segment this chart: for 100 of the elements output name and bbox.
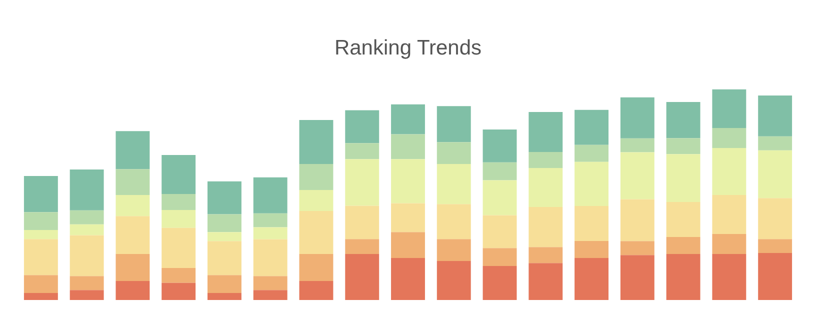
bar: [253, 239, 288, 276]
bar: [574, 162, 609, 206]
bar: [574, 144, 609, 162]
bar: [253, 276, 288, 290]
bar: [528, 112, 563, 152]
bar: [528, 168, 563, 208]
bar: [574, 240, 609, 258]
bar: [70, 170, 104, 210]
bar: [666, 154, 700, 202]
bar: [345, 239, 380, 254]
bar: [24, 293, 58, 300]
bar: [70, 224, 104, 236]
bar: [436, 164, 471, 204]
bar: [299, 281, 334, 300]
bar: [758, 239, 792, 253]
bar: [299, 164, 334, 190]
bar: [299, 254, 334, 282]
bar: [528, 263, 563, 300]
bar: [207, 214, 242, 232]
bar: [116, 131, 150, 170]
bar: [253, 290, 288, 300]
bar: [712, 254, 746, 300]
bar: [391, 232, 425, 258]
bar: [207, 293, 242, 300]
bar: [162, 228, 196, 268]
bar: [758, 136, 792, 150]
bar: [299, 120, 334, 164]
bar: [391, 203, 425, 232]
bar: [712, 195, 746, 234]
bar: [162, 194, 196, 210]
bar: [299, 190, 334, 212]
bar: [712, 148, 746, 196]
bar: [299, 211, 334, 254]
bar: [391, 104, 425, 134]
bar: [436, 142, 471, 164]
bar: [345, 159, 380, 206]
bar: [391, 258, 425, 300]
bar: [482, 129, 517, 162]
bar: [574, 258, 609, 300]
bar: [116, 216, 150, 254]
bar: [758, 198, 792, 240]
bar: [712, 89, 746, 128]
bar: [345, 206, 380, 240]
bar: [712, 128, 746, 148]
bar: [253, 213, 288, 228]
bar: [162, 154, 196, 194]
bar: [482, 248, 517, 266]
bar: [391, 159, 425, 204]
bar: [528, 152, 563, 168]
bar: [70, 290, 104, 300]
bar: [24, 212, 58, 230]
bar: [162, 282, 196, 300]
bar: [24, 230, 58, 240]
bar: [528, 207, 563, 248]
bar: [253, 177, 288, 214]
bar: [345, 143, 380, 160]
bar: [207, 241, 242, 276]
bar: [620, 152, 654, 200]
bar: [620, 138, 654, 152]
bar: [620, 97, 654, 138]
bar: [758, 150, 792, 198]
bar: [436, 204, 471, 240]
bar: [482, 215, 517, 248]
bar: [620, 199, 654, 242]
bar: [620, 255, 654, 300]
bar: [162, 210, 196, 228]
bar: [574, 110, 609, 145]
bar: [482, 180, 517, 216]
bar: [666, 202, 700, 237]
bar: [24, 275, 58, 294]
bar: [574, 206, 609, 241]
bar: [70, 210, 104, 224]
bar: [207, 275, 242, 294]
bar: [482, 266, 517, 300]
bar: [116, 169, 150, 196]
bar: [116, 254, 150, 282]
bar: [207, 181, 242, 214]
bar: [24, 176, 58, 212]
bar: [482, 162, 517, 180]
bar: [116, 281, 150, 300]
bar: [70, 235, 104, 276]
bar: [436, 106, 471, 142]
bar: [253, 227, 288, 240]
bar: [666, 138, 700, 154]
chart-title: Ranking Trends: [334, 36, 482, 60]
bar: [436, 239, 471, 261]
bar: [24, 239, 58, 276]
bar: [712, 234, 746, 254]
bar: [528, 247, 563, 264]
bar: [207, 232, 242, 242]
bar: [70, 276, 104, 290]
bar: [345, 254, 380, 300]
bar: [116, 195, 150, 216]
bar: [666, 102, 700, 138]
bar: [758, 252, 792, 300]
bar: [391, 134, 425, 160]
bar: [620, 241, 654, 256]
bar: [436, 261, 471, 300]
bar: [345, 110, 380, 144]
bar: [666, 236, 700, 254]
